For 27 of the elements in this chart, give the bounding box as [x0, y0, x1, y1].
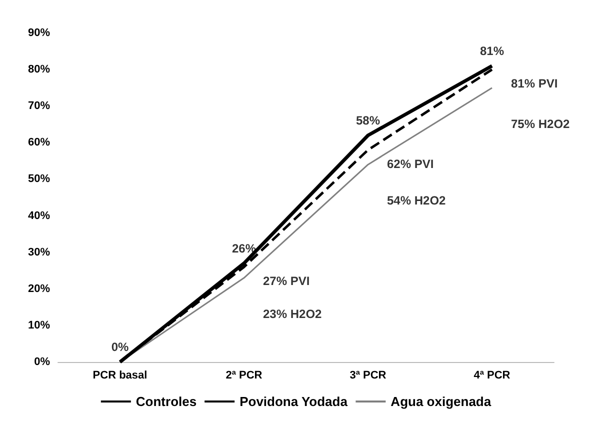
x-tick-label: 2ª PCR: [226, 370, 262, 382]
y-tick-label: 40%: [28, 210, 50, 222]
y-tick-label: 20%: [28, 282, 50, 295]
y-tick-label: 80%: [28, 64, 50, 76]
y-tick-label: 10%: [28, 319, 50, 332]
y-tick-label: 60%: [28, 136, 50, 149]
annotation: 27% PVI: [263, 274, 310, 288]
legend-label: Agua oxigenada: [390, 394, 492, 409]
y-tick-label: 30%: [28, 246, 50, 258]
x-tick-label: 3ª PCR: [350, 370, 386, 382]
x-tick-label: PCR basal: [92, 370, 148, 382]
y-tick-label: 90%: [28, 27, 50, 39]
x-tick-label: 4ª PCR: [474, 370, 510, 382]
legend-label: Povidona Yodada: [240, 394, 348, 409]
annotation: 0%: [111, 340, 129, 354]
y-tick-label: 70%: [28, 100, 50, 112]
annotation: 58%: [356, 113, 380, 128]
annotation: 62% PVI: [387, 156, 434, 171]
annotation: 54% H2O2: [387, 194, 446, 208]
y-tick-label: 0%: [34, 356, 50, 368]
y-tick-label: 50%: [28, 173, 50, 186]
annotation: 81%: [480, 44, 504, 58]
legend-label: Controles: [136, 394, 197, 409]
annotation: 26%: [232, 241, 256, 256]
annotation: 81% PVI: [511, 76, 558, 91]
annotation: 23% H2O2: [263, 306, 322, 321]
annotation: 75% H2O2: [511, 116, 570, 131]
